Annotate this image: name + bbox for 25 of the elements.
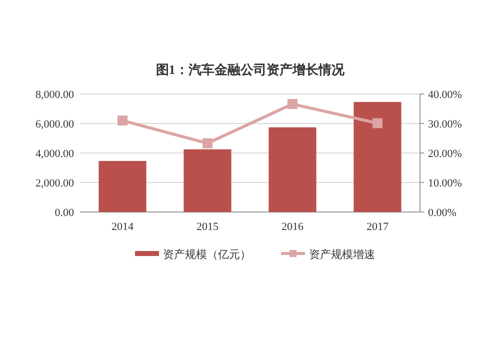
- x-tick-label: 2016: [282, 221, 304, 233]
- y2-tick-label: 0.00%: [428, 207, 456, 219]
- y-tick-label: 0.00: [54, 207, 74, 219]
- x-tick-label: 2015: [196, 221, 219, 233]
- point: [202, 138, 212, 148]
- y2-tick-label: 40.00%: [428, 89, 462, 101]
- x-tick-label: 2014: [112, 221, 134, 233]
- chart-title: 图1：汽车金融公司资产增长情况: [156, 62, 346, 77]
- y-tick-label: 6,000.00: [36, 118, 74, 130]
- y-tick-label: 4,000.00: [36, 148, 74, 160]
- bar: [268, 127, 316, 212]
- legend-label: 资产规模增速: [309, 248, 375, 261]
- y2-tick-label: 20.00%: [428, 148, 462, 160]
- point: [288, 99, 298, 110]
- point: [372, 118, 382, 128]
- bar: [184, 149, 232, 212]
- y-tick-label: 2,000.00: [36, 178, 74, 190]
- y2-tick-label: 10.00%: [428, 178, 462, 190]
- y-tick-label: 8,000.00: [36, 89, 74, 101]
- y2-tick-label: 30.00%: [428, 118, 462, 130]
- point: [118, 116, 128, 126]
- x-tick-label: 2017: [366, 221, 389, 233]
- legend-label: 资产规模（亿元）: [163, 248, 251, 261]
- bar: [98, 160, 146, 212]
- bar: [354, 102, 402, 212]
